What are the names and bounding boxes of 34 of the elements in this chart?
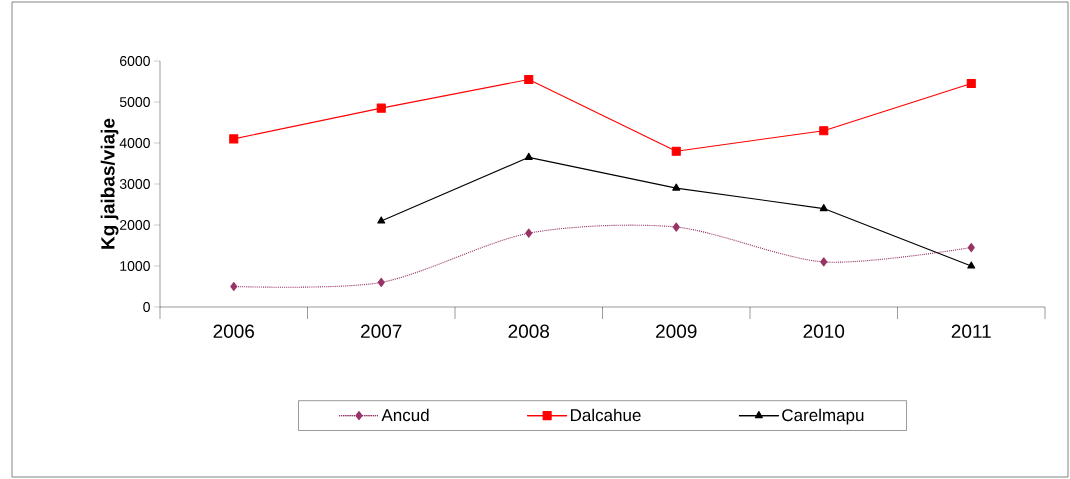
x-tick-label: 2006 xyxy=(213,324,255,338)
x-tick-label: 2010 xyxy=(803,324,845,338)
y-tick-label: 5000 xyxy=(119,97,150,107)
point xyxy=(229,134,239,144)
point xyxy=(230,281,238,292)
y-tick-label: 6000 xyxy=(120,56,150,66)
legend-label: Carelmapu xyxy=(782,408,864,425)
y-tick-label: 3000 xyxy=(119,179,150,189)
y-tick-label: 2000 xyxy=(120,220,150,230)
point xyxy=(967,261,976,269)
point xyxy=(819,126,829,136)
point xyxy=(377,216,386,224)
point xyxy=(671,146,681,156)
x-tick-label: 2009 xyxy=(656,324,697,338)
point xyxy=(524,152,533,160)
y-tick-label: 0 xyxy=(143,302,150,312)
legend-label: Ancud xyxy=(381,408,429,422)
point xyxy=(966,79,976,89)
x-tick-label: 2007 xyxy=(361,324,402,338)
point xyxy=(820,257,828,267)
y-tick-label: 1000 xyxy=(120,261,150,271)
point xyxy=(525,228,533,238)
point xyxy=(376,103,386,113)
point xyxy=(672,222,680,232)
point xyxy=(377,277,385,287)
y-axis-title: Kg jaibas/viaje xyxy=(100,118,119,249)
y-tick-label: 4000 xyxy=(119,138,150,148)
legend-label: Dalcahue xyxy=(570,408,641,422)
point xyxy=(672,183,681,191)
x-tick-label: 2011 xyxy=(951,324,991,338)
point xyxy=(524,74,534,84)
point xyxy=(819,204,828,212)
x-tick-label: 2008 xyxy=(508,324,550,338)
point xyxy=(967,243,975,253)
